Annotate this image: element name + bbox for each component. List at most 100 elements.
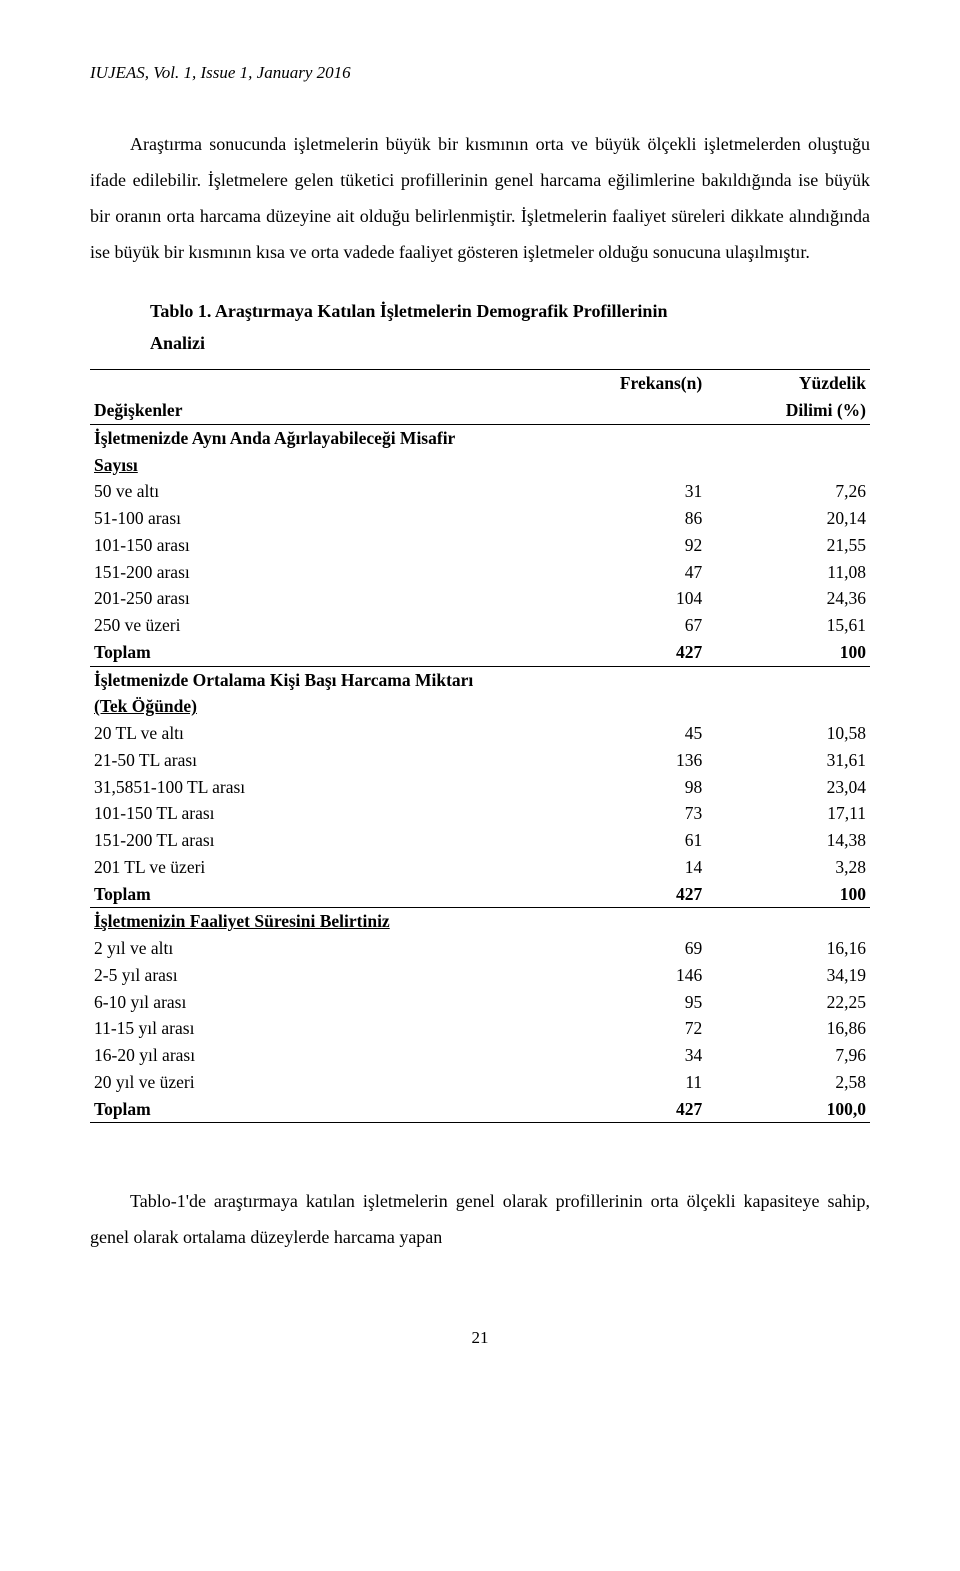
col-freq-blank (542, 397, 706, 424)
row-pct: 23,04 (706, 774, 870, 801)
table-row: 201 TL ve üzeri143,28 (90, 854, 870, 881)
total-row: Toplam427100 (90, 639, 870, 666)
table-title: Tablo 1. Araştırmaya Katılan İşletmeleri… (90, 295, 870, 360)
row-pct: 2,58 (706, 1069, 870, 1096)
row-label: 201-250 arası (90, 585, 542, 612)
col-freq: Frekans(n) (542, 370, 706, 397)
row-label: 6-10 yıl arası (90, 989, 542, 1016)
section-header: Sayısı (90, 452, 870, 479)
table-row: 2 yıl ve altı6916,16 (90, 935, 870, 962)
row-pct: 11,08 (706, 559, 870, 586)
row-pct: 20,14 (706, 505, 870, 532)
row-pct: 14,38 (706, 827, 870, 854)
intro-paragraph: Araştırma sonucunda işletmelerin büyük b… (90, 126, 870, 270)
total-label: Toplam (90, 1096, 542, 1123)
section-header: İşletmenizin Faaliyet Süresini Belirtini… (90, 908, 870, 935)
row-n: 136 (542, 747, 706, 774)
total-pct: 100 (706, 881, 870, 908)
row-pct: 22,25 (706, 989, 870, 1016)
page-number: 21 (90, 1325, 870, 1351)
table-row: 20 TL ve altı4510,58 (90, 720, 870, 747)
row-pct: 34,19 (706, 962, 870, 989)
row-label: 11-15 yıl arası (90, 1015, 542, 1042)
row-n: 146 (542, 962, 706, 989)
row-label: 101-150 TL arası (90, 800, 542, 827)
total-row: Toplam427100 (90, 881, 870, 908)
total-pct: 100,0 (706, 1096, 870, 1123)
row-n: 67 (542, 612, 706, 639)
row-n: 73 (542, 800, 706, 827)
demographics-table: Değişkenler Frekans(n) Yüzdelik Dilimi (… (90, 369, 870, 1123)
row-label: 201 TL ve üzeri (90, 854, 542, 881)
row-label: 16-20 yıl arası (90, 1042, 542, 1069)
table-row: 250 ve üzeri6715,61 (90, 612, 870, 639)
table-row: 201-250 arası10424,36 (90, 585, 870, 612)
row-n: 47 (542, 559, 706, 586)
total-label: Toplam (90, 881, 542, 908)
row-label: 51-100 arası (90, 505, 542, 532)
col-pct-2: Dilimi (%) (706, 397, 870, 424)
row-n: 92 (542, 532, 706, 559)
journal-header: IUJEAS, Vol. 1, Issue 1, January 2016 (90, 60, 870, 86)
row-label: 20 TL ve altı (90, 720, 542, 747)
table-row: 2-5 yıl arası14634,19 (90, 962, 870, 989)
table-title-line1: Tablo 1. Araştırmaya Katılan İşletmeleri… (150, 301, 667, 321)
row-n: 14 (542, 854, 706, 881)
total-label: Toplam (90, 639, 542, 666)
table-row: 21-50 TL arası13631,61 (90, 747, 870, 774)
total-n: 427 (542, 639, 706, 666)
row-pct: 16,16 (706, 935, 870, 962)
total-row: Toplam427100,0 (90, 1096, 870, 1123)
row-n: 11 (542, 1069, 706, 1096)
table-row: 16-20 yıl arası347,96 (90, 1042, 870, 1069)
row-label: 20 yıl ve üzeri (90, 1069, 542, 1096)
total-n: 427 (542, 1096, 706, 1123)
row-pct: 16,86 (706, 1015, 870, 1042)
row-label: 50 ve altı (90, 478, 542, 505)
row-n: 98 (542, 774, 706, 801)
row-pct: 17,11 (706, 800, 870, 827)
total-n: 427 (542, 881, 706, 908)
row-n: 104 (542, 585, 706, 612)
row-n: 86 (542, 505, 706, 532)
table-title-line2: Analizi (90, 327, 870, 359)
section-header: İşletmenizde Aynı Anda Ağırlayabileceği … (90, 424, 870, 451)
row-n: 69 (542, 935, 706, 962)
row-n: 95 (542, 989, 706, 1016)
table-row: 151-200 arası4711,08 (90, 559, 870, 586)
table-row: 151-200 TL arası6114,38 (90, 827, 870, 854)
total-pct: 100 (706, 639, 870, 666)
row-pct: 7,96 (706, 1042, 870, 1069)
row-pct: 24,36 (706, 585, 870, 612)
table-row: 31,5851-100 TL arası9823,04 (90, 774, 870, 801)
section-header: (Tek Öğünde) (90, 693, 870, 720)
table-row: 101-150 arası9221,55 (90, 532, 870, 559)
table-row: 11-15 yıl arası7216,86 (90, 1015, 870, 1042)
row-pct: 10,58 (706, 720, 870, 747)
row-label: 250 ve üzeri (90, 612, 542, 639)
row-n: 31 (542, 478, 706, 505)
row-pct: 21,55 (706, 532, 870, 559)
row-n: 61 (542, 827, 706, 854)
row-n: 34 (542, 1042, 706, 1069)
row-label: 2-5 yıl arası (90, 962, 542, 989)
row-label: 101-150 arası (90, 532, 542, 559)
row-pct: 31,61 (706, 747, 870, 774)
section-header: İşletmenizde Ortalama Kişi Başı Harcama … (90, 666, 870, 693)
closing-paragraph: Tablo-1'de araştırmaya katılan işletmele… (90, 1183, 870, 1255)
col-variables: Değişkenler (90, 370, 542, 425)
row-label: 2 yıl ve altı (90, 935, 542, 962)
table-row: 51-100 arası8620,14 (90, 505, 870, 532)
table-row: 20 yıl ve üzeri112,58 (90, 1069, 870, 1096)
row-label: 151-200 TL arası (90, 827, 542, 854)
table-row: 50 ve altı317,26 (90, 478, 870, 505)
row-label: 151-200 arası (90, 559, 542, 586)
table-row: 101-150 TL arası7317,11 (90, 800, 870, 827)
table-row: 6-10 yıl arası9522,25 (90, 989, 870, 1016)
row-pct: 3,28 (706, 854, 870, 881)
row-pct: 7,26 (706, 478, 870, 505)
col-pct-1: Yüzdelik (706, 370, 870, 397)
row-label: 31,5851-100 TL arası (90, 774, 542, 801)
row-pct: 15,61 (706, 612, 870, 639)
row-n: 45 (542, 720, 706, 747)
